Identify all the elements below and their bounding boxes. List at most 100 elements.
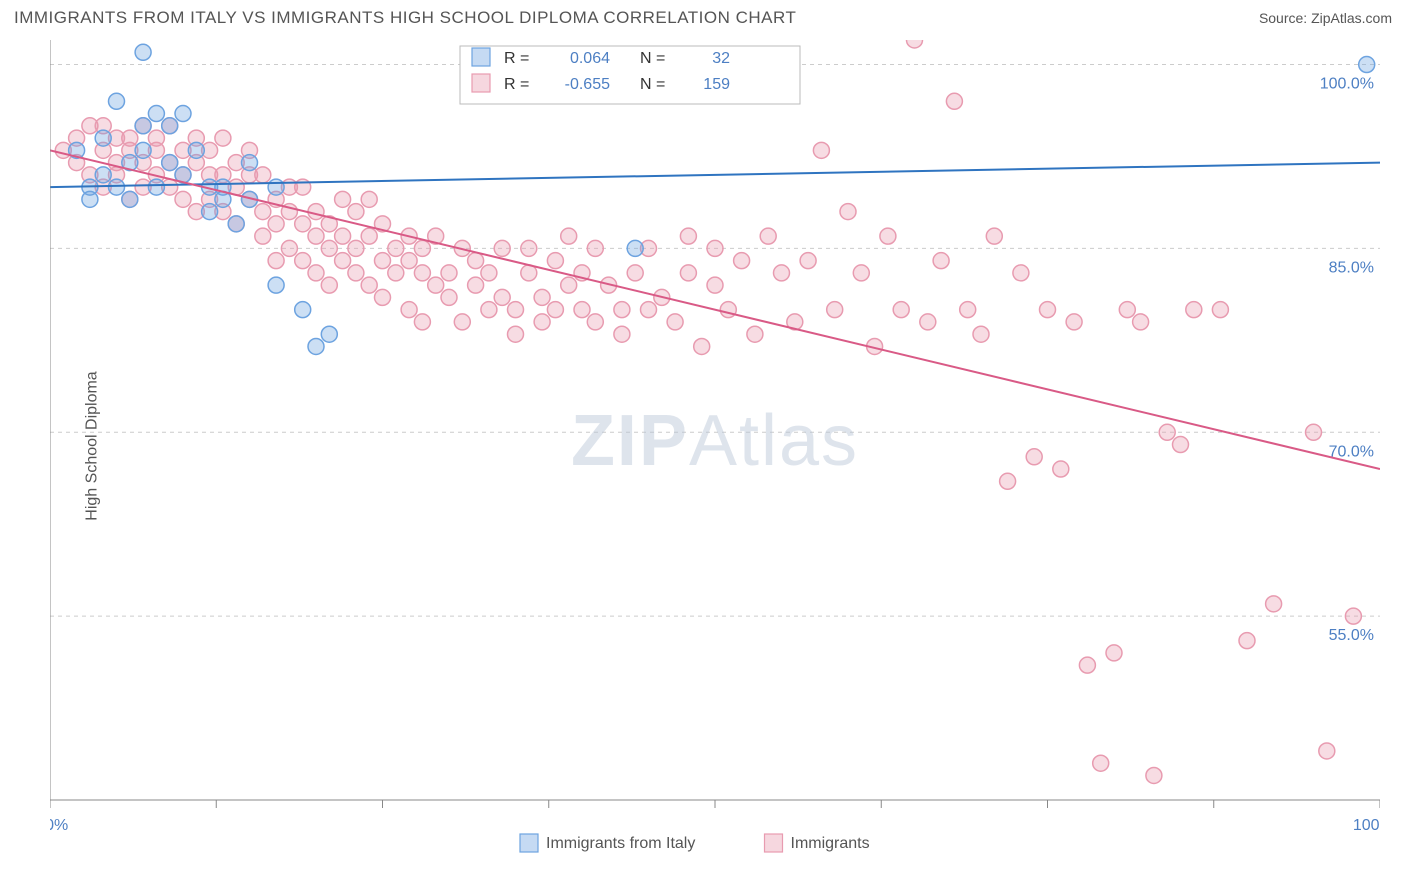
- scatter-point: [561, 277, 577, 293]
- scatter-point: [109, 93, 125, 109]
- scatter-point: [1319, 743, 1335, 759]
- scatter-point: [547, 253, 563, 269]
- scatter-point: [188, 142, 204, 158]
- scatter-point: [414, 314, 430, 330]
- scatter-point: [680, 228, 696, 244]
- scatter-point: [148, 106, 164, 122]
- scatter-point: [521, 240, 537, 256]
- scatter-point: [335, 228, 351, 244]
- legend-n-label: N =: [640, 76, 665, 93]
- scatter-point: [627, 265, 643, 281]
- source-attribution: Source: ZipAtlas.com: [1259, 10, 1392, 26]
- scatter-point: [375, 289, 391, 305]
- scatter-point: [627, 240, 643, 256]
- scatter-point: [95, 130, 111, 146]
- scatter-point: [388, 240, 404, 256]
- scatter-point: [135, 118, 151, 134]
- scatter-point: [148, 130, 164, 146]
- scatter-point: [986, 228, 1002, 244]
- scatter-point: [1053, 461, 1069, 477]
- scatter-point: [853, 265, 869, 281]
- scatter-point: [800, 253, 816, 269]
- scatter-point: [1106, 645, 1122, 661]
- scatter-point: [268, 253, 284, 269]
- scatter-point: [268, 277, 284, 293]
- scatter-point: [1173, 437, 1189, 453]
- scatter-point: [122, 191, 138, 207]
- scatter-point: [441, 265, 457, 281]
- scatter-point: [1212, 302, 1228, 318]
- scatter-point: [468, 253, 484, 269]
- scatter-point: [960, 302, 976, 318]
- scatter-point: [587, 240, 603, 256]
- scatter-point: [747, 326, 763, 342]
- scatter-point: [680, 265, 696, 281]
- x-tick-label: 100.0%: [1353, 817, 1380, 834]
- scatter-point: [1266, 596, 1282, 612]
- scatter-point: [428, 277, 444, 293]
- scatter-point: [109, 179, 125, 195]
- scatter-point: [547, 302, 563, 318]
- scatter-point: [1119, 302, 1135, 318]
- scatter-point: [1079, 657, 1095, 673]
- scatter-point: [534, 289, 550, 305]
- scatter-point: [361, 228, 377, 244]
- scatter-point: [268, 179, 284, 195]
- scatter-point: [641, 302, 657, 318]
- scatter-point: [614, 326, 630, 342]
- scatter-point: [534, 314, 550, 330]
- legend-r-label: R =: [504, 50, 529, 67]
- scatter-point: [122, 130, 138, 146]
- legend-r-value: 0.064: [570, 50, 610, 67]
- scatter-point: [321, 240, 337, 256]
- scatter-point: [880, 228, 896, 244]
- scatter-point: [920, 314, 936, 330]
- scatter-point: [508, 302, 524, 318]
- scatter-point: [335, 191, 351, 207]
- legend-n-value: 32: [712, 50, 730, 67]
- y-tick-label: 100.0%: [1320, 76, 1374, 93]
- watermark: ZIPAtlas: [571, 401, 859, 481]
- scatter-point: [893, 302, 909, 318]
- scatter-point: [242, 155, 258, 171]
- scatter-point: [414, 265, 430, 281]
- scatter-point: [295, 302, 311, 318]
- scatter-point: [348, 240, 364, 256]
- scatter-point: [494, 289, 510, 305]
- scatter-point: [694, 338, 710, 354]
- scatter-point: [361, 277, 377, 293]
- scatter-point: [508, 326, 524, 342]
- legend-r-value: -0.655: [565, 76, 610, 93]
- legend-swatch: [472, 74, 490, 92]
- scatter-point: [946, 93, 962, 109]
- scatter-point: [175, 191, 191, 207]
- scatter-point: [1013, 265, 1029, 281]
- scatter-point: [95, 167, 111, 183]
- scatter-point: [667, 314, 683, 330]
- scatter-point: [1159, 424, 1175, 440]
- scatter-point: [348, 204, 364, 220]
- scatter-point: [734, 253, 750, 269]
- scatter-point: [1000, 473, 1016, 489]
- scatter-point: [707, 240, 723, 256]
- scatter-point: [148, 179, 164, 195]
- legend-series-label: Immigrants from Italy: [546, 835, 695, 852]
- y-tick-label: 55.0%: [1329, 627, 1374, 644]
- scatter-point: [321, 326, 337, 342]
- scatter-point: [228, 216, 244, 232]
- scatter-point: [574, 302, 590, 318]
- scatter-point: [481, 302, 497, 318]
- scatter-point: [1186, 302, 1202, 318]
- scatter-point: [335, 253, 351, 269]
- scatter-point: [933, 253, 949, 269]
- scatter-point: [135, 142, 151, 158]
- scatter-point: [414, 240, 430, 256]
- scatter-point: [774, 265, 790, 281]
- scatter-point: [481, 265, 497, 281]
- scatter-point: [361, 191, 377, 207]
- scatter-point: [308, 204, 324, 220]
- scatter-point: [255, 228, 271, 244]
- scatter-point: [82, 191, 98, 207]
- scatter-point: [295, 216, 311, 232]
- scatter-point: [1040, 302, 1056, 318]
